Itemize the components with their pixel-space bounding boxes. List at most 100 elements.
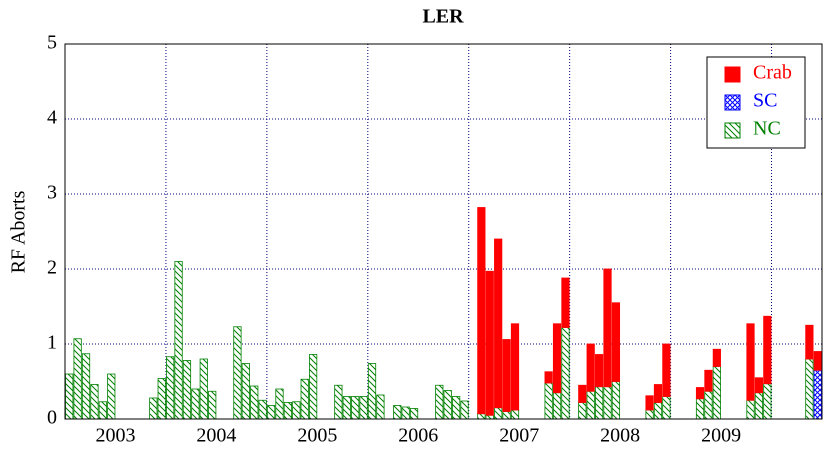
legend-swatch	[724, 94, 741, 111]
bar-segment	[510, 409, 520, 420]
bar-segment	[376, 394, 385, 420]
bar-segment	[485, 270, 494, 416]
bar-segment	[662, 343, 671, 397]
bar-segment	[595, 386, 604, 420]
bar-segment	[611, 381, 621, 420]
bar-segment	[250, 385, 259, 420]
bar-segment	[653, 384, 663, 403]
bar-segment	[90, 384, 99, 420]
bar-segment	[645, 409, 654, 420]
bar-segment	[359, 396, 368, 420]
y-tick-label: 5	[47, 32, 57, 54]
bar-segment	[435, 384, 444, 420]
legend-label: SC	[753, 90, 777, 112]
x-tick-label: 2009	[701, 425, 741, 447]
x-tick-label: 2004	[196, 425, 236, 447]
bar-segment	[477, 413, 486, 420]
bar-segment	[653, 402, 663, 420]
bar-segment	[695, 398, 705, 420]
bar-segment	[107, 373, 116, 420]
bar-segment	[502, 339, 511, 412]
y-tick-label: 3	[47, 182, 57, 204]
bar-segment	[704, 390, 713, 420]
x-tick-label: 2007	[499, 425, 539, 447]
bar-segment	[502, 411, 511, 420]
bar-segment	[241, 363, 250, 420]
bar-segment	[494, 238, 503, 409]
bar-segment	[695, 387, 705, 400]
plot-frame	[64, 43, 823, 420]
bar-segment	[645, 395, 654, 411]
bar-segment	[578, 384, 587, 403]
bar-segment	[275, 388, 284, 420]
bar-segment	[182, 360, 192, 420]
bar-segment	[603, 268, 612, 388]
legend-box	[706, 56, 806, 149]
bar-segment	[586, 343, 595, 392]
bar-segment	[283, 402, 293, 420]
y-tick-label: 0	[47, 407, 57, 429]
bar-segment	[805, 324, 814, 360]
bar-segment	[544, 371, 553, 384]
bar-segment	[595, 354, 604, 388]
bar-segment	[367, 363, 377, 420]
bar-segment	[754, 392, 764, 420]
bar-segment	[561, 327, 570, 420]
bar-segment	[662, 396, 671, 420]
bar-segment	[309, 354, 318, 420]
chart-title: LER	[422, 6, 464, 28]
bar-segment	[586, 390, 595, 420]
bar-segment	[611, 302, 621, 382]
x-tick-label: 2003	[95, 425, 135, 447]
bar-segment	[409, 408, 419, 420]
bar-segment	[805, 358, 814, 420]
x-tick-label: 2006	[398, 425, 438, 447]
bar-segment	[393, 405, 402, 420]
bar-segment	[65, 373, 74, 420]
bar-segment	[266, 405, 276, 420]
bar-segment	[452, 396, 461, 420]
bar-segment	[157, 378, 166, 420]
y-tick-label: 1	[47, 332, 57, 354]
x-tick-label: 2005	[297, 425, 337, 447]
legend-label: NC	[753, 118, 781, 140]
bar-segment	[552, 392, 562, 420]
bar-segment	[292, 401, 301, 420]
bar-segment	[174, 261, 183, 420]
x-tick-label: 2008	[600, 425, 640, 447]
bar-segment	[477, 207, 486, 415]
bar-segment	[561, 277, 570, 328]
bar-segment	[401, 406, 410, 420]
bar-segment	[191, 388, 200, 420]
bar-segment	[510, 323, 520, 411]
bar-segment	[334, 384, 343, 420]
bar-segment	[351, 396, 360, 420]
y-axis-label: RF Aborts	[8, 190, 30, 273]
y-tick-label: 2	[47, 257, 57, 279]
bar-segment	[813, 351, 822, 371]
bar-segment	[712, 366, 721, 420]
bar-segment	[98, 401, 107, 420]
bar-segment	[494, 407, 503, 420]
bar-segment	[73, 338, 82, 420]
bar-segment	[544, 382, 553, 420]
legend-label: Crab	[753, 62, 792, 84]
bar-segment	[443, 390, 452, 420]
bar-segment	[704, 369, 713, 392]
bar-segment	[81, 353, 91, 420]
bar-segment	[149, 397, 158, 420]
bar-segment	[485, 414, 494, 420]
bar-segment	[746, 323, 755, 401]
bar-segment	[233, 326, 242, 420]
bar-segment	[746, 399, 755, 420]
legend-swatch	[724, 66, 741, 83]
bar-segment	[300, 378, 309, 420]
bar-segment	[258, 399, 267, 420]
bar-segment	[763, 315, 772, 385]
bar-segment	[460, 400, 469, 420]
bar-segment	[603, 386, 612, 420]
bar-segment	[578, 402, 587, 420]
bar-segment	[208, 390, 217, 420]
bar-segment	[166, 356, 175, 420]
